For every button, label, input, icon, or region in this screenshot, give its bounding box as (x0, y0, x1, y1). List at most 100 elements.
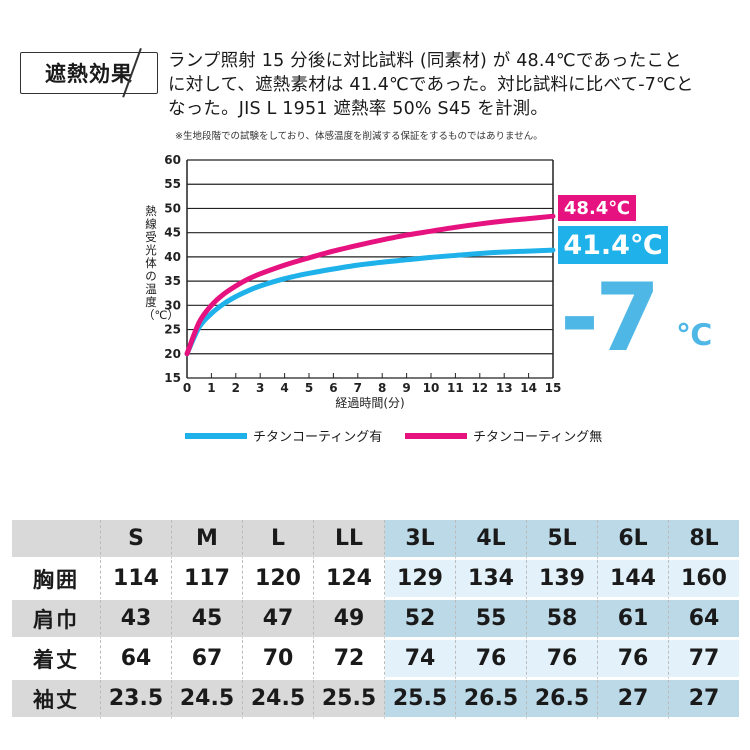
measurement-value: 76 (456, 640, 527, 680)
size-header-cell: 5L (527, 520, 598, 560)
x-tick-label: 15 (545, 381, 562, 395)
measurement-value: 77 (669, 640, 739, 680)
legend-label-with: チタンコーティング有 (253, 430, 383, 445)
x-tick-label: 13 (496, 381, 513, 395)
series-lines (184, 213, 556, 357)
legend-swatch-with (185, 432, 247, 439)
y-tick-label: 20 (164, 347, 181, 361)
series-line-with-coating (184, 247, 556, 357)
measurement-value: 144 (598, 560, 669, 600)
y-tick-label: 55 (164, 177, 181, 191)
measurement-value: 70 (243, 640, 314, 680)
legend-label-without: チタンコーティング無 (473, 430, 603, 445)
measurement-value: 76 (598, 640, 669, 680)
y-tick-label: 40 (164, 250, 181, 264)
measurement-value: 58 (527, 600, 598, 640)
measurement-value: 49 (314, 600, 385, 640)
size-table-row: 袖丈 23.5 24.5 24.5 25.5 25.5 26.5 26.5 27 27 (12, 680, 739, 720)
measurement-value: 25.5 (314, 680, 385, 720)
x-tick-label: 4 (280, 381, 288, 395)
y-tick-label: 30 (164, 298, 181, 312)
measurement-value: 134 (456, 560, 527, 600)
y-tick-label: 15 (164, 371, 181, 385)
without-coating-value-badge: 48.4℃ (558, 195, 636, 221)
measurement-value: 61 (598, 600, 669, 640)
y-tick-label: 35 (164, 274, 181, 288)
measurement-value: 72 (314, 640, 385, 680)
temperature-difference: -7 (560, 264, 660, 373)
description-text: ランプ照射 15 分後に対比試料 (同素材) が 48.4℃であったこと に対し… (168, 49, 743, 121)
y-tick-label: 50 (164, 201, 181, 215)
x-tick-label: 2 (232, 381, 240, 395)
measurement-value: 67 (172, 640, 243, 680)
x-tick-label: 1 (207, 381, 215, 395)
series-line-without-coating (184, 213, 556, 357)
measurement-value: 64 (669, 600, 739, 640)
measurement-value: 129 (385, 560, 456, 600)
measurement-value: 24.5 (243, 680, 314, 720)
size-header-cell: 4L (456, 520, 527, 560)
measurement-value: 117 (172, 560, 243, 600)
y-tick-label: 45 (164, 226, 181, 240)
x-tick-label: 0 (183, 381, 191, 395)
y-axis-label-text: 熱線受光体の温度（℃） (143, 204, 179, 322)
x-axis-label: 経過時間(分) (335, 396, 404, 410)
size-header-cell: LL (314, 520, 385, 560)
effect-badge: 遮熱効果 (20, 52, 158, 94)
y-tick-label: 60 (164, 153, 181, 167)
x-tick-label: 6 (329, 381, 337, 395)
size-header-cell: 6L (598, 520, 669, 560)
x-tick-label: 10 (423, 381, 440, 395)
size-table: S M L LL 3L 4L 5L 6L 8L 胸囲 114 117 120 124 129 134 139 14… (12, 520, 739, 720)
size-header-cell: L (243, 520, 314, 560)
measurement-value: 74 (385, 640, 456, 680)
disclaimer-note: ※生地段階での試験をしており、体感温度を削減する保証をするものではありません。 (175, 131, 543, 142)
measurement-value: 25.5 (385, 680, 456, 720)
measurement-label: 袖丈 (12, 680, 101, 720)
x-tick-label: 8 (378, 381, 386, 395)
x-tick-label: 5 (305, 381, 313, 395)
measurement-value: 26.5 (456, 680, 527, 720)
size-table-row: 肩巾 43 45 47 49 52 55 58 61 64 (12, 600, 739, 640)
y-axis-label: 熱線受光体の温度（℃） (143, 205, 179, 322)
measurement-value: 24.5 (172, 680, 243, 720)
size-header-corner (12, 520, 101, 560)
x-tick-label: 14 (520, 381, 537, 395)
measurement-value: 76 (527, 640, 598, 680)
x-tick-label: 12 (471, 381, 488, 395)
measurement-value: 64 (101, 640, 172, 680)
temperature-difference-unit: ℃ (676, 318, 713, 353)
legend-swatch-without (405, 432, 467, 439)
measurement-value: 45 (172, 600, 243, 640)
y-tick-label: 25 (164, 323, 181, 337)
with-coating-value-badge: 41.4℃ (558, 226, 668, 264)
measurement-value: 124 (314, 560, 385, 600)
size-header-row: S M L LL 3L 4L 5L 6L 8L (12, 520, 739, 560)
measurement-value: 139 (527, 560, 598, 600)
measurement-value: 160 (669, 560, 739, 600)
x-tick-label: 3 (256, 381, 264, 395)
measurement-value: 47 (243, 600, 314, 640)
measurement-value: 27 (669, 680, 739, 720)
measurement-value: 114 (101, 560, 172, 600)
size-header-cell: 8L (669, 520, 739, 560)
legend-without-coating: チタンコーティング無 (405, 426, 602, 445)
measurement-value: 55 (456, 600, 527, 640)
x-tick-label: 9 (402, 381, 410, 395)
measurement-value: 52 (385, 600, 456, 640)
description-line-2: に対して、遮熱素材は 41.4℃であった。対比試料に比べて-7℃と (168, 75, 694, 95)
measurement-value: 27 (598, 680, 669, 720)
measurement-label: 着丈 (12, 640, 101, 680)
size-header-cell: M (172, 520, 243, 560)
legend-with-coating: チタンコーティング有 (185, 426, 382, 445)
measurement-value: 23.5 (101, 680, 172, 720)
measurement-value: 120 (243, 560, 314, 600)
measurement-value: 26.5 (527, 680, 598, 720)
measurement-label: 肩巾 (12, 600, 101, 640)
x-tick-label: 7 (354, 381, 362, 395)
size-table-row: 着丈 64 67 70 72 74 76 76 76 77 (12, 640, 739, 680)
grid-lines (187, 159, 553, 379)
description-line-3: なった。JIS L 1951 遮熱率 50% S45 を計測。 (168, 99, 549, 119)
description-line-1: ランプ照射 15 分後に対比試料 (同素材) が 48.4℃であったこと (168, 51, 682, 71)
